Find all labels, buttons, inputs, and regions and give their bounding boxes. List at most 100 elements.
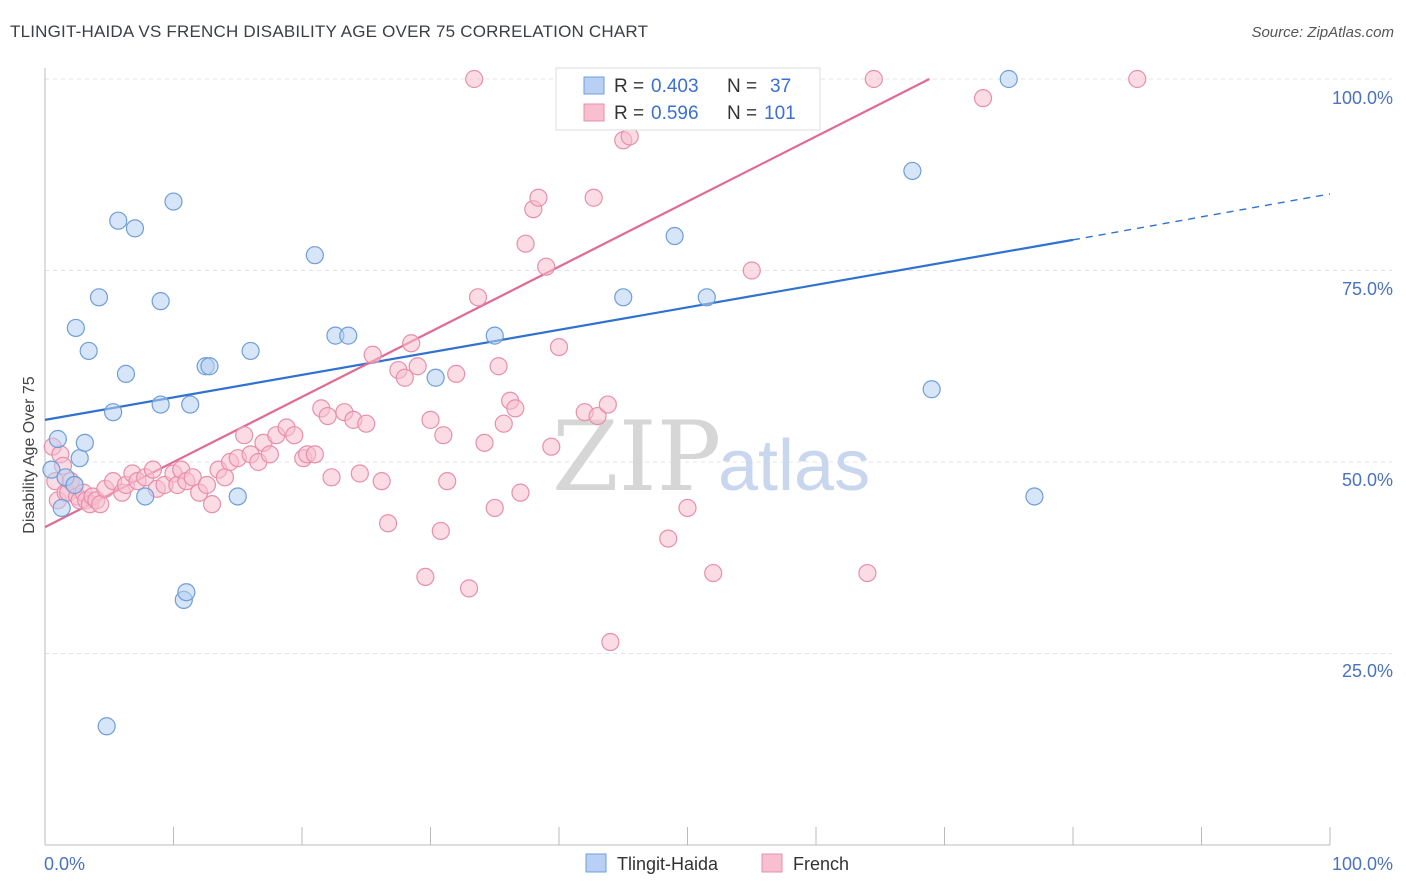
french-point [588, 406, 607, 426]
tlingit-haida-point [75, 433, 94, 452]
tlingit-haida-point [339, 326, 358, 345]
french-point [485, 498, 504, 518]
tlingit-haida-point [241, 341, 260, 361]
legend-label-tlingit-haida: Tlingit-Haida [617, 854, 719, 874]
tlingit-haida-point [426, 368, 445, 387]
tlingit-haida-point [70, 449, 89, 468]
series-tlingit-haida-points [42, 69, 1044, 736]
legend-swatch-tlingit-haida [585, 853, 607, 873]
french-point [305, 445, 324, 464]
legend-n-value: 101 [764, 103, 796, 124]
tlingit-haida-point [305, 246, 324, 265]
y-tick-label: 75.0% [1342, 279, 1393, 299]
tlingit-haida-point [65, 475, 84, 495]
tlingit-haida-point [665, 226, 684, 246]
french-point [285, 426, 304, 445]
french-point [322, 468, 341, 487]
tlingit-haida-point [485, 326, 504, 345]
tlingit-haida-point [151, 292, 170, 311]
legend-swatch-tlingit-haida [583, 76, 605, 95]
tlingit-haida-point [116, 364, 136, 384]
french-point [318, 406, 337, 426]
legend-swatch-french [583, 103, 605, 122]
french-point [973, 89, 993, 108]
tlingit-haida-trend-line [44, 238, 1074, 421]
french-point [704, 563, 723, 583]
french-point [468, 288, 488, 307]
legend-label-french: French [793, 854, 849, 874]
trend-lines [44, 78, 1331, 529]
french-point [421, 410, 440, 429]
french-point [475, 433, 494, 452]
legend-r-label: R = [614, 103, 644, 124]
french-point [91, 495, 110, 514]
tlingit-haida-trend-extension [1072, 193, 1331, 241]
x-tick-label: 0.0% [44, 854, 85, 874]
french-point [742, 261, 761, 280]
french-trend-line [44, 78, 930, 529]
tlingit-haida-point [48, 429, 67, 449]
y-tick-label: 100.0% [1332, 88, 1393, 108]
french-point [215, 468, 234, 487]
french-point [378, 514, 398, 533]
x-tick-label: 100.0% [1332, 854, 1393, 874]
french-point [143, 460, 163, 479]
french-point [408, 357, 427, 376]
series-legend: Tlingit-Haida French [585, 853, 849, 874]
french-point [601, 632, 620, 652]
french-point [416, 567, 435, 587]
y-tick-label: 50.0% [1342, 470, 1393, 490]
axes [44, 68, 1331, 846]
source-credit: Source: ZipAtlas.com [1251, 24, 1394, 41]
french-point [357, 414, 376, 433]
legend-r-label: R = [614, 76, 644, 97]
tlingit-haida-point [228, 487, 247, 506]
tlingit-haida-point [52, 498, 71, 518]
legend-n-label: N = [727, 76, 757, 97]
legend-n-value: 37 [770, 76, 791, 97]
french-point [511, 483, 530, 502]
french-point [395, 368, 414, 387]
french-point [459, 579, 479, 598]
french-point [431, 521, 450, 541]
tlingit-haida-point [151, 395, 170, 414]
tlingit-haida-point [125, 219, 145, 238]
watermark-zip: ZIP [552, 401, 721, 513]
french-point [529, 188, 548, 207]
tlingit-haida-point [79, 341, 98, 361]
french-point [659, 529, 678, 548]
y-tick-label: 25.0% [1342, 661, 1393, 681]
french-point [363, 345, 382, 364]
chart-title: TLINGIT-HAIDA VS FRENCH DISABILITY AGE O… [10, 22, 649, 41]
tlingit-haida-point [136, 487, 155, 506]
tlingit-haida-point [999, 69, 1018, 89]
french-point [584, 188, 603, 207]
tlingit-haida-point [697, 288, 716, 307]
french-point [197, 475, 217, 495]
french-point [864, 69, 883, 89]
french-point [202, 495, 222, 514]
tlingit-haida-point [164, 192, 183, 211]
tlingit-haida-point [66, 318, 85, 338]
tlingit-haida-point [614, 288, 633, 307]
french-point [1128, 69, 1147, 89]
legend-swatch-french [761, 853, 783, 873]
watermark-atlas: atlas [718, 426, 870, 506]
french-point [494, 414, 513, 433]
tlingit-haida-point [89, 288, 109, 307]
french-point [489, 357, 508, 376]
french-point [402, 334, 421, 353]
french-point [447, 364, 466, 384]
y-axis-label: Disability Age Over 75 [21, 376, 38, 534]
tlingit-haida-point [109, 211, 128, 230]
french-point [260, 445, 279, 464]
french-point [434, 426, 453, 445]
french-point [350, 464, 369, 483]
stats-legend: R = 0.403 N = 37 R = 0.596 N = 101 [555, 67, 821, 131]
tlingit-haida-point [181, 395, 200, 414]
french-point [438, 472, 457, 491]
french-point [235, 426, 254, 445]
french-point [372, 472, 391, 491]
french-point [678, 498, 697, 518]
